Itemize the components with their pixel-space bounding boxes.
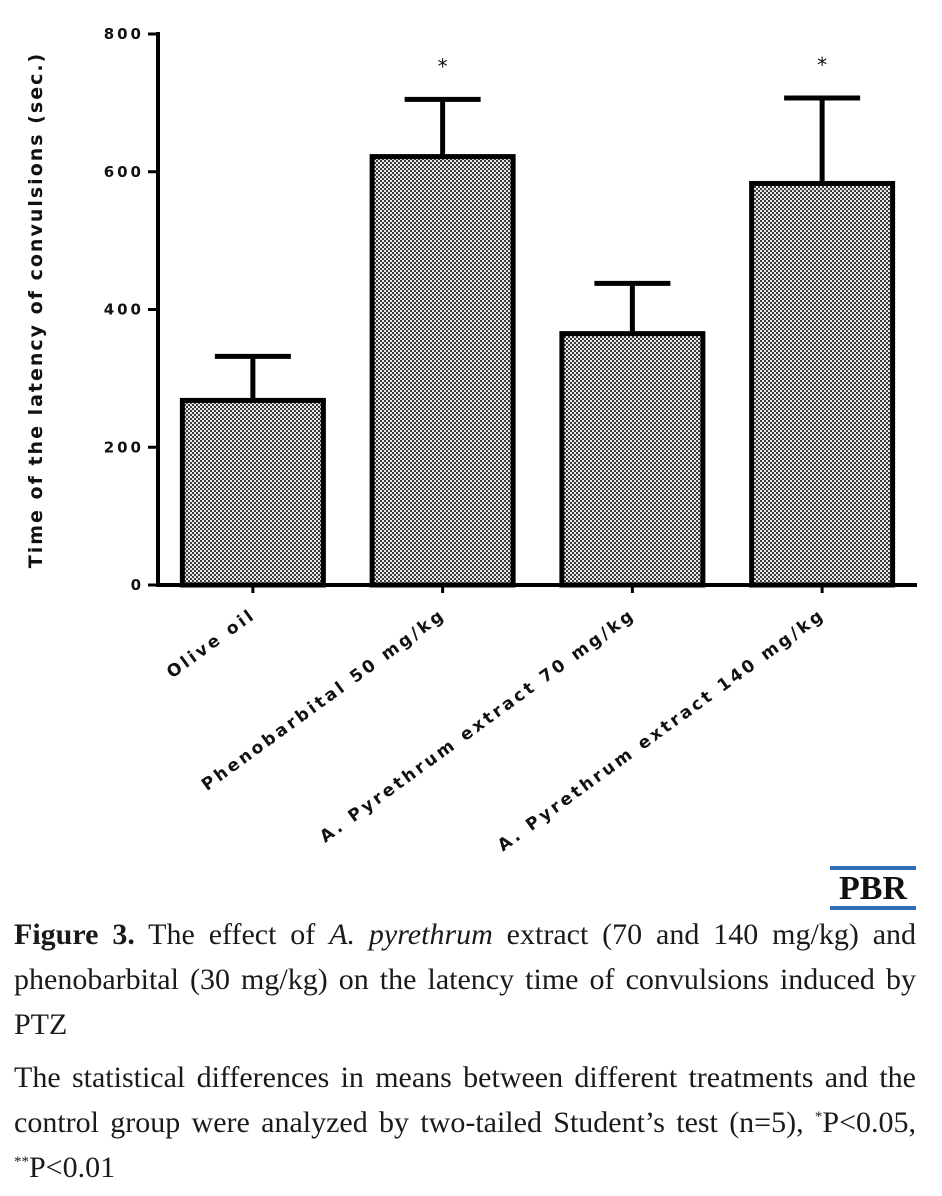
- bar: [559, 331, 706, 588]
- y-axis-title: Time of the latency of convulsions (sec.…: [25, 52, 47, 568]
- x-category-label: A. Pyrethrum extract 140 mg/kg: [494, 605, 829, 856]
- figure-caption: Figure 3. The effect of A. pyrethrum ext…: [14, 912, 916, 1190]
- bars: * *: [179, 53, 896, 588]
- y-tick-label: 200: [104, 438, 144, 456]
- bar: [369, 154, 516, 588]
- journal-logo: PBR: [830, 866, 916, 910]
- caption-note: The statistical differences in means bet…: [14, 1061, 916, 1184]
- figure-label: Figure 3.: [14, 918, 135, 951]
- caption-main: Figure 3. The effect of A. pyrethrum ext…: [14, 918, 917, 1041]
- logo-text: PBR: [830, 872, 916, 910]
- bar: [179, 397, 326, 588]
- species-name: A. pyrethrum: [329, 918, 493, 951]
- y-tick-label: 600: [104, 163, 144, 181]
- y-tick-label: 0: [131, 576, 144, 594]
- y-tick-label: 400: [104, 301, 144, 319]
- y-tick-label: 800: [104, 25, 144, 43]
- bar: [749, 180, 896, 588]
- significance-marker: *: [817, 53, 827, 77]
- x-category-label: Olive oil: [163, 605, 260, 683]
- significance-marker: *: [438, 54, 448, 78]
- x-category-label: A. Pyrethrum extract 70 mg/kg: [316, 605, 639, 847]
